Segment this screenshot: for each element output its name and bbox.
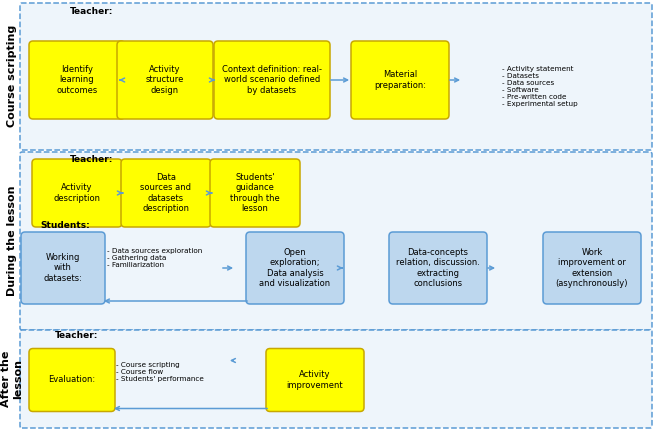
Text: Activity
improvement: Activity improvement bbox=[287, 370, 343, 390]
Text: Activity
structure
design: Activity structure design bbox=[146, 65, 184, 95]
Text: - Course scripting
- Course flow
- Students' performance: - Course scripting - Course flow - Stude… bbox=[116, 362, 204, 382]
FancyBboxPatch shape bbox=[21, 232, 105, 304]
FancyBboxPatch shape bbox=[266, 348, 364, 412]
FancyBboxPatch shape bbox=[20, 3, 652, 150]
Text: Students'
guidance
through the
lesson: Students' guidance through the lesson bbox=[230, 173, 280, 213]
Text: During the lesson: During the lesson bbox=[7, 186, 17, 296]
Text: Context definition: real-
world scenario defined
by datasets: Context definition: real- world scenario… bbox=[222, 65, 322, 95]
Text: - Activity statement
- Datasets
- Data sources
- Software
- Pre-written code
- E: - Activity statement - Datasets - Data s… bbox=[502, 66, 578, 107]
FancyBboxPatch shape bbox=[117, 41, 213, 119]
FancyBboxPatch shape bbox=[121, 159, 211, 227]
FancyBboxPatch shape bbox=[29, 41, 125, 119]
FancyBboxPatch shape bbox=[214, 41, 330, 119]
Text: Work
improvement or
extension
(asynchronously): Work improvement or extension (asynchron… bbox=[556, 248, 628, 288]
Text: Activity
description: Activity description bbox=[54, 183, 100, 203]
FancyBboxPatch shape bbox=[351, 41, 449, 119]
Text: Teacher:: Teacher: bbox=[70, 6, 113, 15]
FancyBboxPatch shape bbox=[32, 159, 122, 227]
Text: Working
with
datasets:: Working with datasets: bbox=[43, 253, 83, 283]
Text: Teacher:: Teacher: bbox=[55, 332, 98, 341]
Text: After the
lesson: After the lesson bbox=[1, 351, 23, 407]
Text: - Data sources exploration
- Gathering data
- Familiarization: - Data sources exploration - Gathering d… bbox=[107, 248, 202, 268]
FancyBboxPatch shape bbox=[29, 348, 115, 412]
Text: Students:: Students: bbox=[40, 221, 90, 230]
FancyBboxPatch shape bbox=[246, 232, 344, 304]
Text: Identify
learning
outcomes: Identify learning outcomes bbox=[56, 65, 98, 95]
FancyBboxPatch shape bbox=[20, 330, 652, 428]
FancyBboxPatch shape bbox=[210, 159, 300, 227]
FancyBboxPatch shape bbox=[543, 232, 641, 304]
FancyBboxPatch shape bbox=[389, 232, 487, 304]
Text: Evaluation:: Evaluation: bbox=[49, 375, 96, 384]
FancyBboxPatch shape bbox=[20, 152, 652, 330]
Text: Data
sources and
datasets
description: Data sources and datasets description bbox=[140, 173, 192, 213]
Text: Material
preparation:: Material preparation: bbox=[374, 70, 426, 90]
Text: Open
exploration;
Data analysis
and visualization: Open exploration; Data analysis and visu… bbox=[259, 248, 331, 288]
Text: Data-concepts
relation, discussion.
extracting
conclusions: Data-concepts relation, discussion. extr… bbox=[396, 248, 480, 288]
Text: Course scripting: Course scripting bbox=[7, 25, 17, 127]
Text: Teacher:: Teacher: bbox=[70, 154, 113, 163]
